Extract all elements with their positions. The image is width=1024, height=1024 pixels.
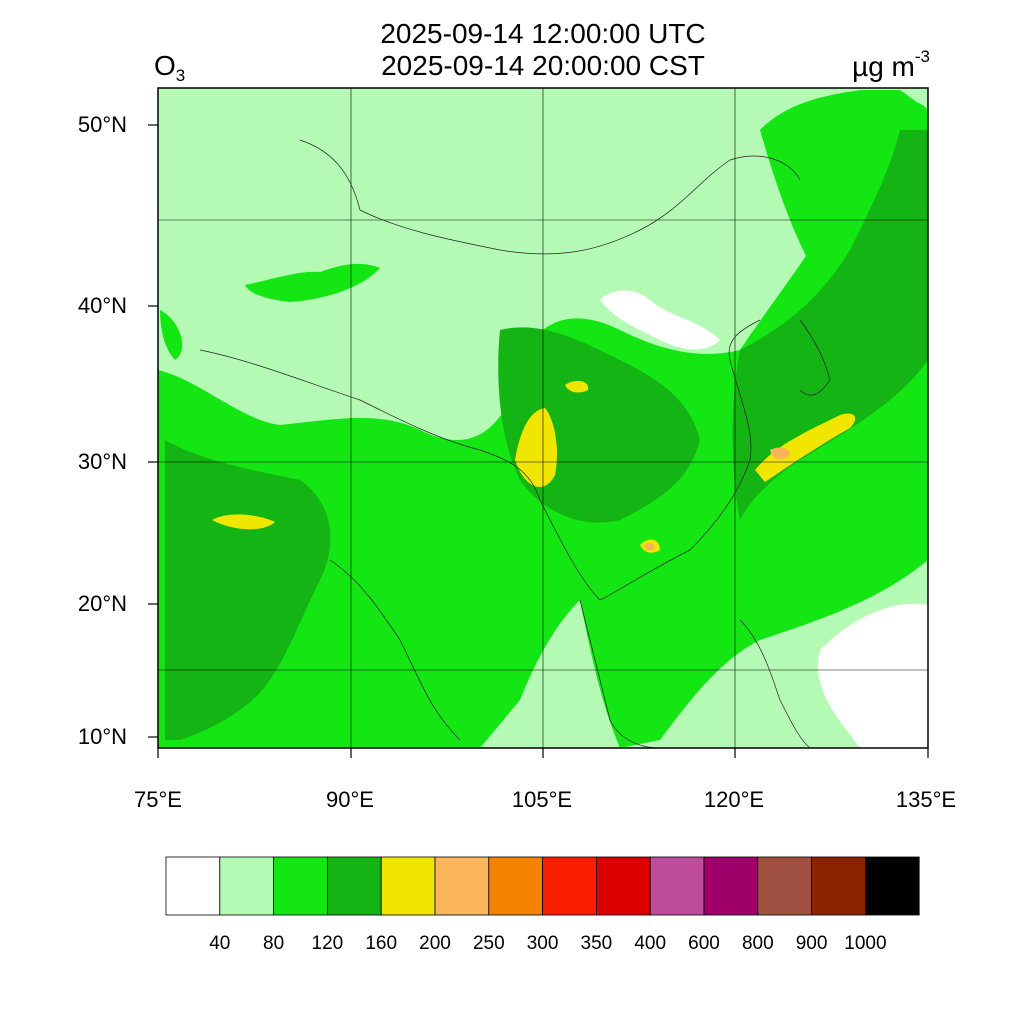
lon-label-105e: 105°E xyxy=(511,787,573,812)
colorbar-label-120: 120 xyxy=(311,933,344,954)
colorbar-box-11 xyxy=(757,856,812,916)
title-cst: 2025-09-14 20:00:00 CST xyxy=(381,50,705,81)
graticule xyxy=(158,88,928,748)
contour-160-200-central xyxy=(565,380,589,393)
colorbar-boxes xyxy=(165,856,920,916)
lon-label-75e: 75°E xyxy=(134,787,182,812)
contour-160-200-india xyxy=(212,514,275,530)
lat-label-40n: 40°N xyxy=(77,293,127,318)
colorbar-box-0 xyxy=(165,856,221,916)
lon-label-135e: 135°E xyxy=(895,787,957,812)
unit-label: µg m-3 xyxy=(852,47,930,83)
contour-200-250-south xyxy=(644,542,655,551)
contour-160-200-sichuan xyxy=(515,408,557,487)
title-utc: 2025-09-14 12:00:00 UTC xyxy=(380,18,706,49)
colorbar-label-1000: 1000 xyxy=(844,933,887,954)
contour-80-120-north xyxy=(245,263,380,302)
lon-label-120e: 120°E xyxy=(703,787,765,812)
colorbar-label-250: 250 xyxy=(472,933,505,954)
colorbar-label-900: 900 xyxy=(795,933,828,954)
colorbar-box-7 xyxy=(542,856,597,916)
boundaries xyxy=(199,139,831,748)
variable-subscript: 3 xyxy=(175,66,186,85)
contour-160-200-coast xyxy=(755,413,856,482)
lat-label-20n: 20°N xyxy=(77,591,127,616)
lat-label-30n: 30°N xyxy=(77,449,127,474)
colorbar-box-10 xyxy=(703,856,759,916)
colorbar-box-12 xyxy=(811,856,866,916)
colorbar-label-800: 800 xyxy=(741,933,774,954)
colorbar-label-300: 300 xyxy=(526,933,559,954)
contour-120-160-coast xyxy=(732,130,928,520)
colorbar-box-9 xyxy=(649,856,705,916)
contour-120-160-india xyxy=(165,440,331,740)
colorbar-box-6 xyxy=(488,856,543,916)
colorbar-box-4 xyxy=(380,856,436,916)
contour-80-120-west xyxy=(160,310,183,360)
variable-name: O xyxy=(154,50,176,81)
colorbar-label-400: 400 xyxy=(634,933,667,954)
colorbar-box-3 xyxy=(326,856,382,916)
map-contours xyxy=(158,88,928,748)
lat-label-50n: 50°N xyxy=(77,112,127,137)
lat-label-10n: 10°N xyxy=(77,724,127,749)
colorbar-box-13 xyxy=(865,856,920,916)
variable-label: O3 xyxy=(154,50,185,86)
colorbar-box-8 xyxy=(596,856,651,916)
colorbar-box-5 xyxy=(434,856,490,916)
colorbar-label-350: 350 xyxy=(580,933,613,954)
contour-200-250-coast xyxy=(770,447,790,460)
colorbar-box-1 xyxy=(219,856,275,916)
colorbar-label-600: 600 xyxy=(688,933,720,954)
colorbar-label-160: 160 xyxy=(365,933,398,954)
contour-below-40-ocean xyxy=(818,603,928,748)
colorbar-label-80: 80 xyxy=(263,933,285,954)
unit-base: µg m xyxy=(852,51,915,82)
unit-exponent: -3 xyxy=(914,47,930,66)
colorbar-label-40: 40 xyxy=(209,933,231,954)
colorbar-box-2 xyxy=(273,856,328,916)
contour-below-40-north xyxy=(600,290,720,350)
lon-label-90e: 90°E xyxy=(326,787,374,812)
colorbar-label-200: 200 xyxy=(419,933,451,954)
tick-marks xyxy=(148,124,929,758)
